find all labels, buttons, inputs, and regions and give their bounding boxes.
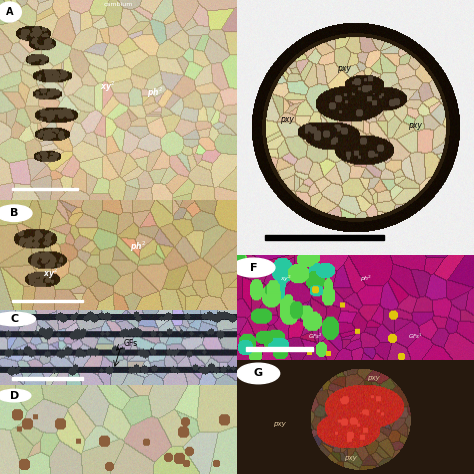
Text: A: A — [6, 7, 13, 17]
Text: cambium: cambium — [104, 2, 133, 7]
Circle shape — [237, 363, 280, 384]
Text: xy$^2$: xy$^2$ — [280, 274, 292, 284]
Bar — [246, 347, 313, 351]
Text: pxy: pxy — [408, 120, 421, 129]
Text: B: B — [10, 208, 18, 218]
Circle shape — [232, 258, 275, 277]
Text: pxy: pxy — [280, 115, 293, 124]
Text: pxy: pxy — [337, 64, 350, 73]
Text: D: D — [9, 391, 19, 401]
Text: F: F — [250, 263, 257, 273]
Text: pxy: pxy — [344, 456, 356, 461]
Circle shape — [0, 389, 31, 402]
Circle shape — [0, 2, 21, 22]
Text: ph$^2$: ph$^2$ — [130, 239, 146, 254]
Text: ph$^2$: ph$^2$ — [360, 274, 373, 284]
Circle shape — [0, 205, 32, 221]
Bar — [265, 235, 384, 240]
Circle shape — [0, 312, 36, 326]
Text: cambium: cambium — [242, 264, 268, 269]
Text: ph$^2$: ph$^2$ — [147, 86, 163, 100]
Text: GFs: GFs — [123, 339, 137, 348]
Bar — [12, 301, 83, 302]
Text: C: C — [10, 314, 18, 324]
Text: pxy: pxy — [273, 421, 285, 427]
Bar — [12, 188, 78, 190]
Text: xy$^2$: xy$^2$ — [43, 266, 58, 281]
Text: G: G — [254, 368, 263, 378]
Bar — [12, 377, 83, 380]
Text: xy$^2$: xy$^2$ — [100, 80, 115, 94]
Text: pxy: pxy — [367, 375, 380, 381]
Text: GFs$^1$: GFs$^1$ — [408, 332, 422, 341]
Text: GFs$^2$: GFs$^2$ — [308, 332, 322, 341]
